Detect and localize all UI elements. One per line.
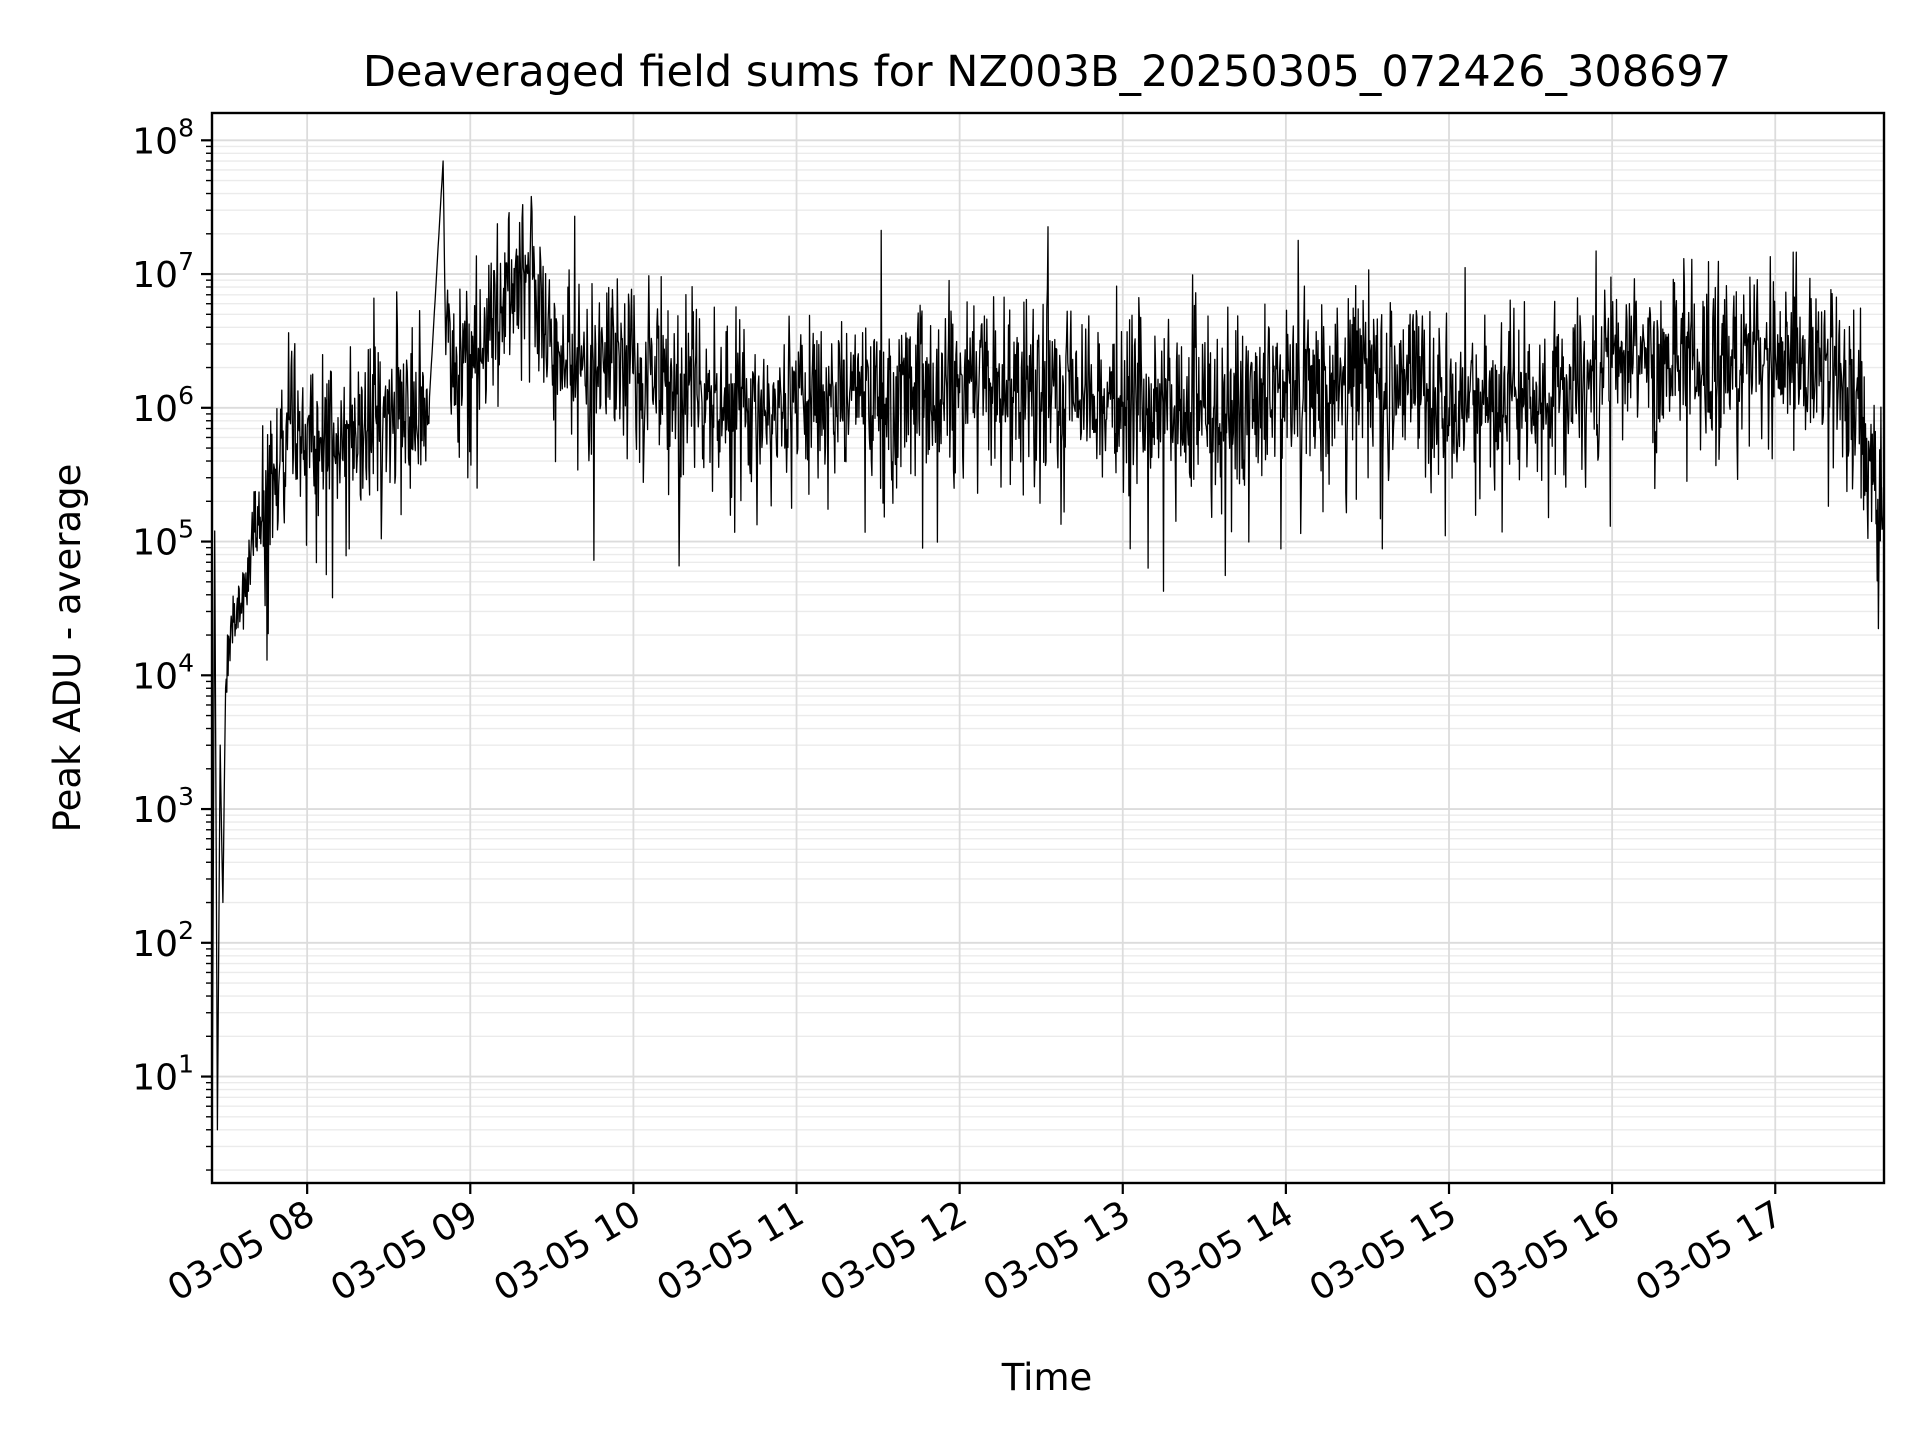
x-tick-label: 03-05 09 (324, 1193, 485, 1309)
x-tick-label: 03-05 12 (813, 1193, 974, 1309)
y-tick-label: 102 (132, 916, 194, 965)
chart-title: Deaveraged field sums for NZ003B_2025030… (363, 47, 1731, 97)
y-axis: 101 102 103 104 105 106 107 108 (132, 113, 212, 1171)
x-tick-label: 03-05 08 (161, 1193, 322, 1309)
x-tick-label: 03-05 11 (650, 1193, 811, 1309)
x-tick-label: 03-05 16 (1466, 1193, 1627, 1309)
y-tick-label: 108 (132, 113, 194, 162)
y-tick-label: 106 (132, 381, 194, 430)
x-tick-label: 03-05 14 (1140, 1193, 1301, 1309)
series-line (211, 160, 1885, 1171)
y-tick-label: 101 (132, 1050, 194, 1099)
y-axis-label: Peak ADU - average (46, 464, 89, 833)
plot-area (211, 160, 1885, 1171)
axes-frame (210, 111, 1886, 1185)
y-tick-label: 105 (132, 515, 194, 564)
y-tick-label: 103 (132, 782, 194, 831)
x-tick-label: 03-05 10 (487, 1193, 648, 1309)
grid (212, 113, 1884, 1183)
x-tick-label: 03-05 17 (1629, 1193, 1790, 1309)
y-tick-label: 107 (132, 247, 194, 296)
x-axis-label: Time (1001, 1356, 1093, 1399)
x-tick-label: 03-05 15 (1303, 1193, 1464, 1309)
x-axis: 03-05 08 03-05 09 03-05 10 03-05 11 03-05 12… (161, 1183, 1790, 1310)
x-tick-label: 03-05 13 (977, 1193, 1138, 1309)
y-tick-label: 104 (132, 648, 194, 697)
